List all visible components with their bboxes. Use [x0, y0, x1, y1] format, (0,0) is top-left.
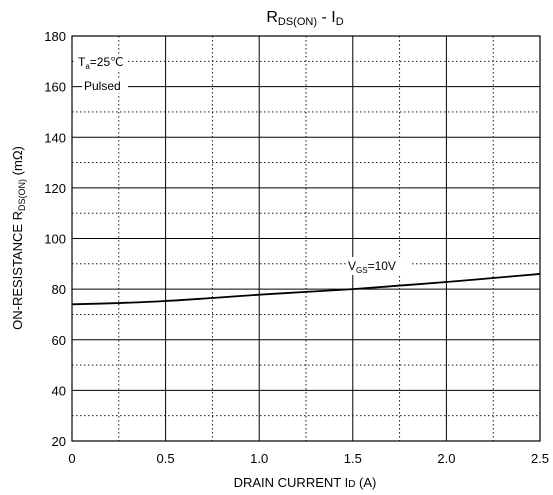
- vgs-pre: V: [348, 259, 356, 273]
- x-tick-label: 2.0: [437, 451, 455, 466]
- y-tick-label: 60: [52, 333, 66, 348]
- plot-border: [71, 35, 541, 442]
- ylabel-post: (mΩ): [10, 146, 25, 179]
- xlabel-post: (A): [355, 475, 376, 490]
- title-main: R: [266, 9, 278, 26]
- y-tick-label: 80: [52, 282, 66, 297]
- mode-annotation: Pulsed: [82, 79, 128, 93]
- vgs-sub: GS: [356, 266, 368, 275]
- ylabel-pre: ON-RESISTANCE R: [10, 211, 25, 330]
- title-sep: -: [317, 9, 331, 26]
- series-line-vgs-10v: [71, 273, 541, 306]
- y-tick-labels: 20 40 60 80 100 120 140 160 180: [44, 29, 66, 449]
- x-tick-label: 2.5: [531, 451, 549, 466]
- y-tick-label: 180: [44, 29, 66, 44]
- x-tick-label: 0.5: [157, 451, 175, 466]
- y-tick-label: 140: [44, 130, 66, 145]
- x-tick-labels: 0 0.5 1.0 1.5 2.0 2.5: [68, 451, 549, 466]
- title-main2: I: [331, 9, 335, 26]
- x-tick-label: 0: [68, 451, 75, 466]
- temp-sub: a: [85, 62, 90, 71]
- vgs-annotation: VGS=10V: [346, 257, 410, 275]
- x-axis-label: DRAIN CURRENT ID (A): [234, 475, 377, 490]
- title-sub: DS(ON): [278, 16, 317, 28]
- xlabel-sub: D: [348, 479, 355, 490]
- y-tick-label: 40: [52, 383, 66, 398]
- x-tick-label: 1.5: [344, 451, 362, 466]
- xlabel-pre: DRAIN CURRENT I: [234, 475, 349, 490]
- chart-title: RDS(ON) - ID: [266, 9, 343, 28]
- y-tick-label: 160: [44, 80, 66, 95]
- ylabel-sub: DS(ON): [17, 179, 27, 211]
- svg-text:Ta=25℃: Ta=25℃: [78, 55, 124, 71]
- grid: [71, 35, 541, 442]
- temp-annotation: Ta=25℃: [76, 54, 128, 71]
- vgs-post: =10V: [368, 259, 396, 273]
- temp-post: =25℃: [90, 55, 124, 69]
- mode-label: Pulsed: [84, 79, 121, 93]
- y-tick-label: 100: [44, 232, 66, 247]
- x-tick-label: 1.0: [250, 451, 268, 466]
- y-tick-label: 20: [52, 434, 66, 449]
- y-tick-label: 120: [44, 181, 66, 196]
- svg-text:VGS=10V: VGS=10V: [348, 259, 396, 275]
- temp-pre: T: [78, 55, 86, 69]
- title-sub2: D: [336, 16, 344, 28]
- y-axis-label: ON-RESISTANCE RDS(ON) (mΩ): [10, 146, 27, 330]
- plot-area: [71, 273, 541, 306]
